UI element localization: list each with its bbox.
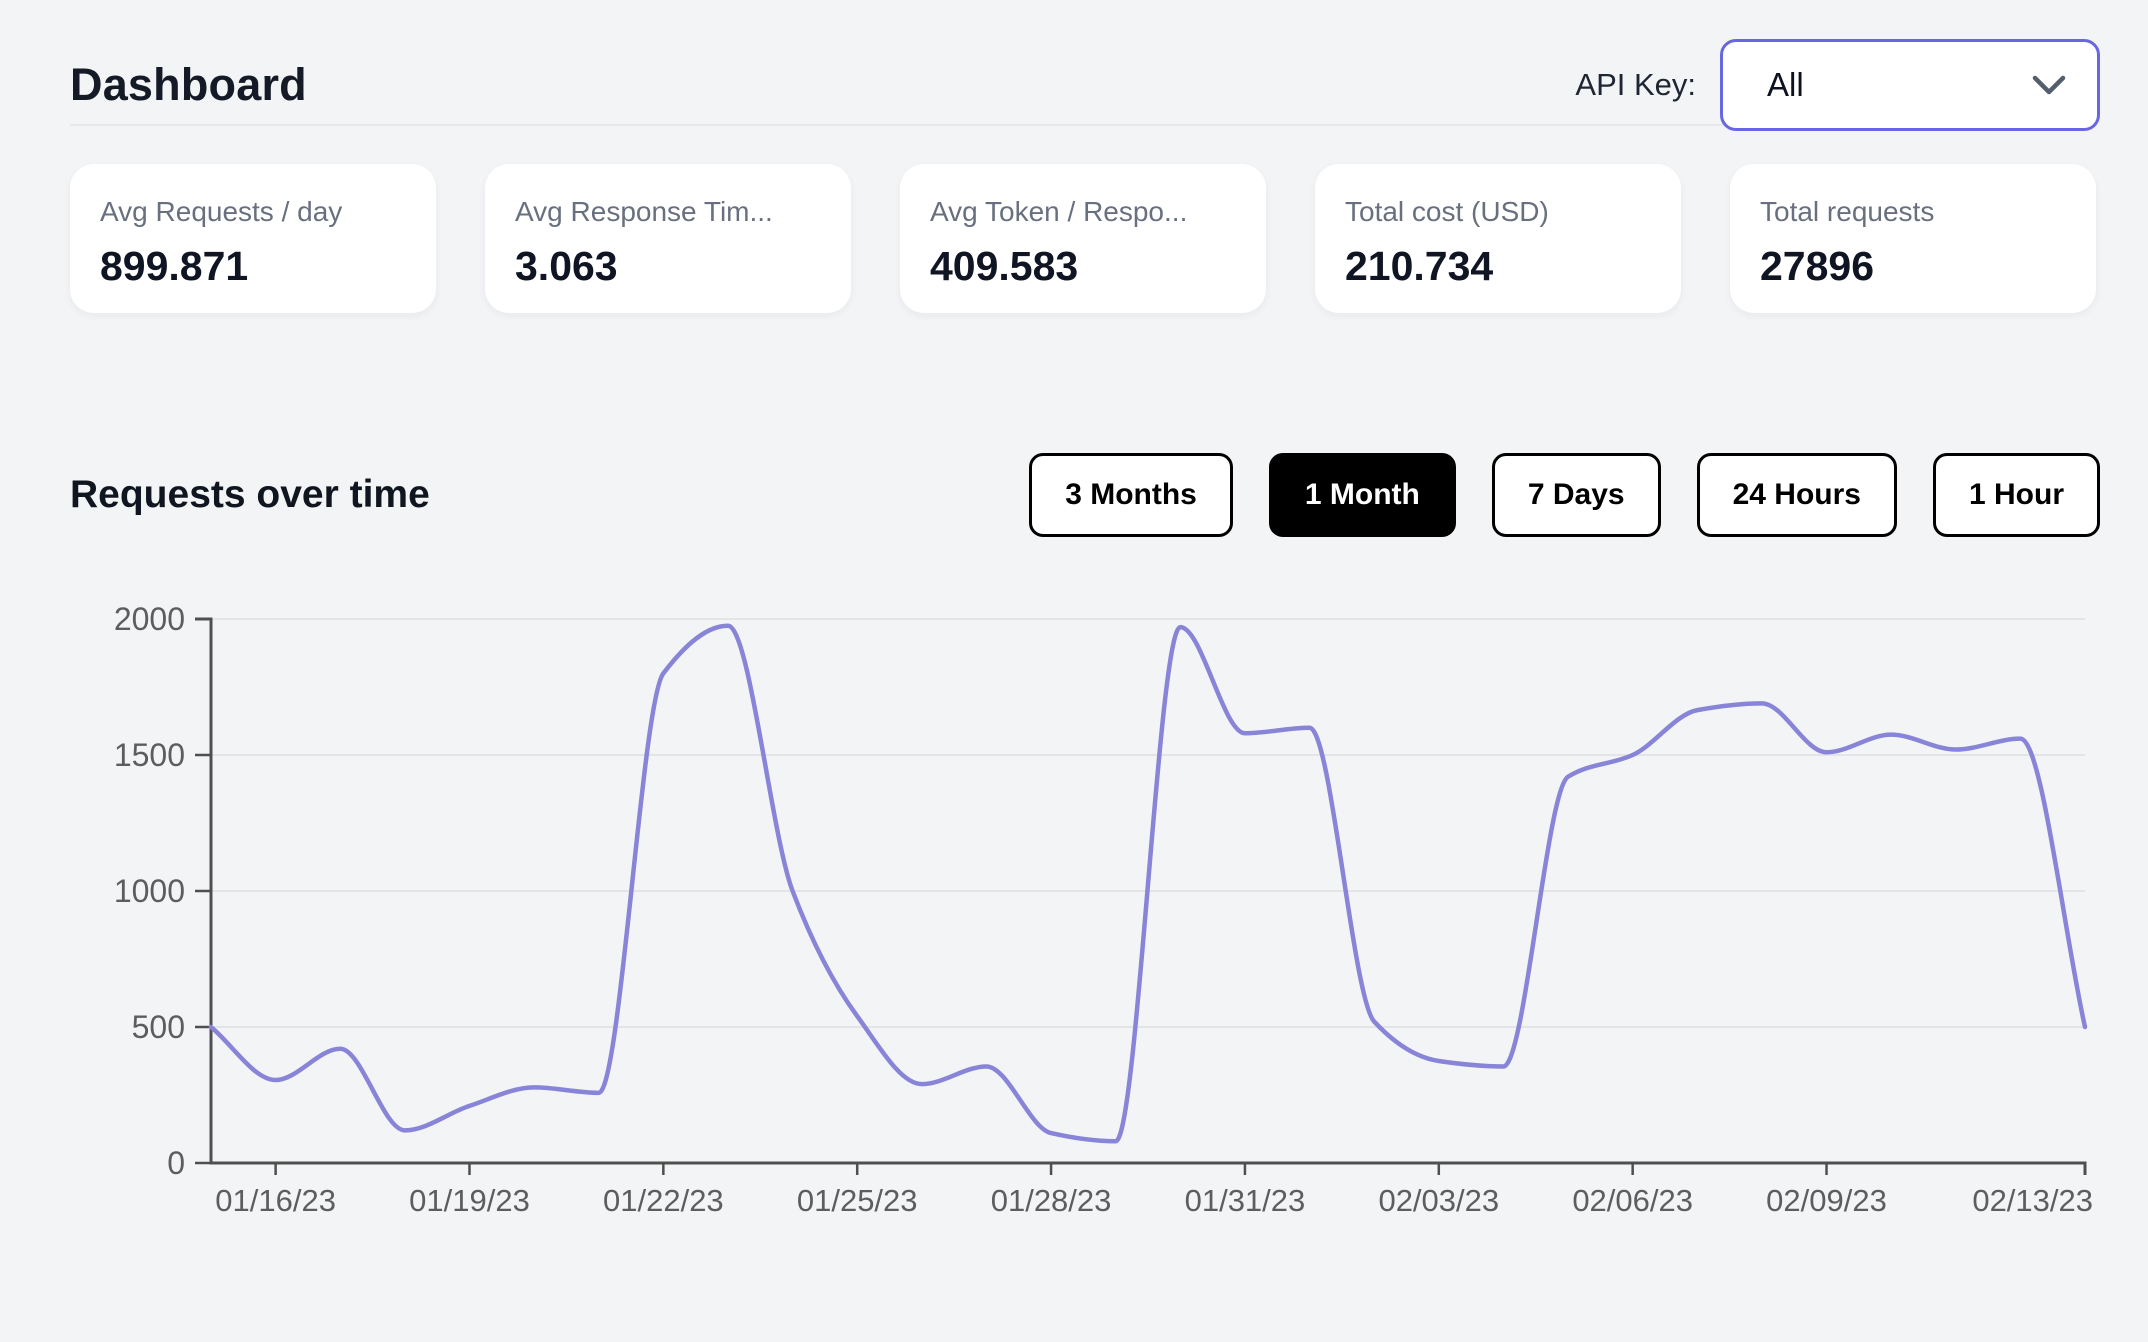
stat-value: 27896 [1760,243,1875,289]
stat-card-total-cost: Total cost (USD) 210.734 [1315,164,1681,313]
stat-card-total-requests: Total requests 27896 [1730,164,2096,313]
api-key-label: API Key: [1575,67,1696,102]
time-range-buttons: 3 Months 1 Month 7 Days 24 Hours 1 Hour [1029,453,2100,537]
stat-label: Avg Requests / day [100,196,343,227]
stat-card-avg-requests: Avg Requests / day 899.871 [70,164,436,313]
page-title: Dashboard [70,59,307,110]
time-range-button-3-months[interactable]: 3 Months [1029,453,1233,537]
x-axis-tick-label: 01/22/23 [603,1183,724,1218]
api-key-cluster: API Key: All [1575,39,2100,131]
requests-line-series [208,623,2088,1144]
requests-over-time-chart: 0 500 1000 1500 2000 01/16/23 01/19/23 01/22/23… [114,601,2093,1218]
stat-label: Total requests [1760,196,1935,227]
api-key-selected-value: All [1767,66,1804,103]
chevron-down-icon [2032,75,2066,95]
stat-value: 409.583 [930,243,1079,289]
stat-card-avg-response-time: Avg Response Tim... 3.063 [485,164,851,313]
x-axis-tick-label: 01/31/23 [1185,1183,1306,1218]
time-range-button-1-month[interactable]: 1 Month [1268,453,1456,537]
header: Dashboard API Key: All [0,0,2148,131]
y-axis-tick-label: 500 [132,1009,185,1045]
y-axis-tick-label: 1500 [114,737,185,773]
y-axis-tick-label: 1000 [114,873,185,909]
stat-label: Total cost (USD) [1345,196,1549,227]
stat-value: 899.871 [100,243,249,289]
time-range-button-7-days[interactable]: 7 Days [1491,453,1661,537]
x-axis-tick-label: 01/19/23 [409,1183,530,1218]
chart-section-title: Requests over time [70,473,430,516]
x-axis-tick-label: 02/09/23 [1766,1183,1887,1218]
x-axis-tick-label: 02/13/23 [1972,1183,2093,1218]
stats-row: Avg Requests / day 899.871 Avg Response … [70,164,2148,313]
stat-label: Avg Response Tim... [515,196,773,227]
y-axis-tick-label: 0 [167,1145,185,1181]
time-range-button-1-hour[interactable]: 1 Hour [1932,453,2100,537]
header-divider [70,124,2096,126]
x-axis-tick-label: 01/25/23 [797,1183,918,1218]
chart-section-header: Requests over time 3 Months 1 Month 7 Da… [0,453,2148,537]
stat-label: Avg Token / Respo... [930,196,1188,227]
axis-line [195,617,2087,1175]
time-range-button-24-hours[interactable]: 24 Hours [1696,453,1897,537]
api-key-select[interactable]: All [1720,39,2100,131]
x-axis-tick-label: 01/28/23 [991,1183,1112,1218]
x-axis-tick-label: 02/06/23 [1572,1183,1693,1218]
x-axis-tick-label: 01/16/23 [215,1183,336,1218]
y-axis-tick-label: 2000 [114,601,185,637]
stat-card-avg-token: Avg Token / Respo... 409.583 [900,164,1266,313]
stat-value: 210.734 [1345,243,1494,289]
x-axis-tick-label: 02/03/23 [1378,1183,1499,1218]
stat-value: 3.063 [515,243,618,289]
